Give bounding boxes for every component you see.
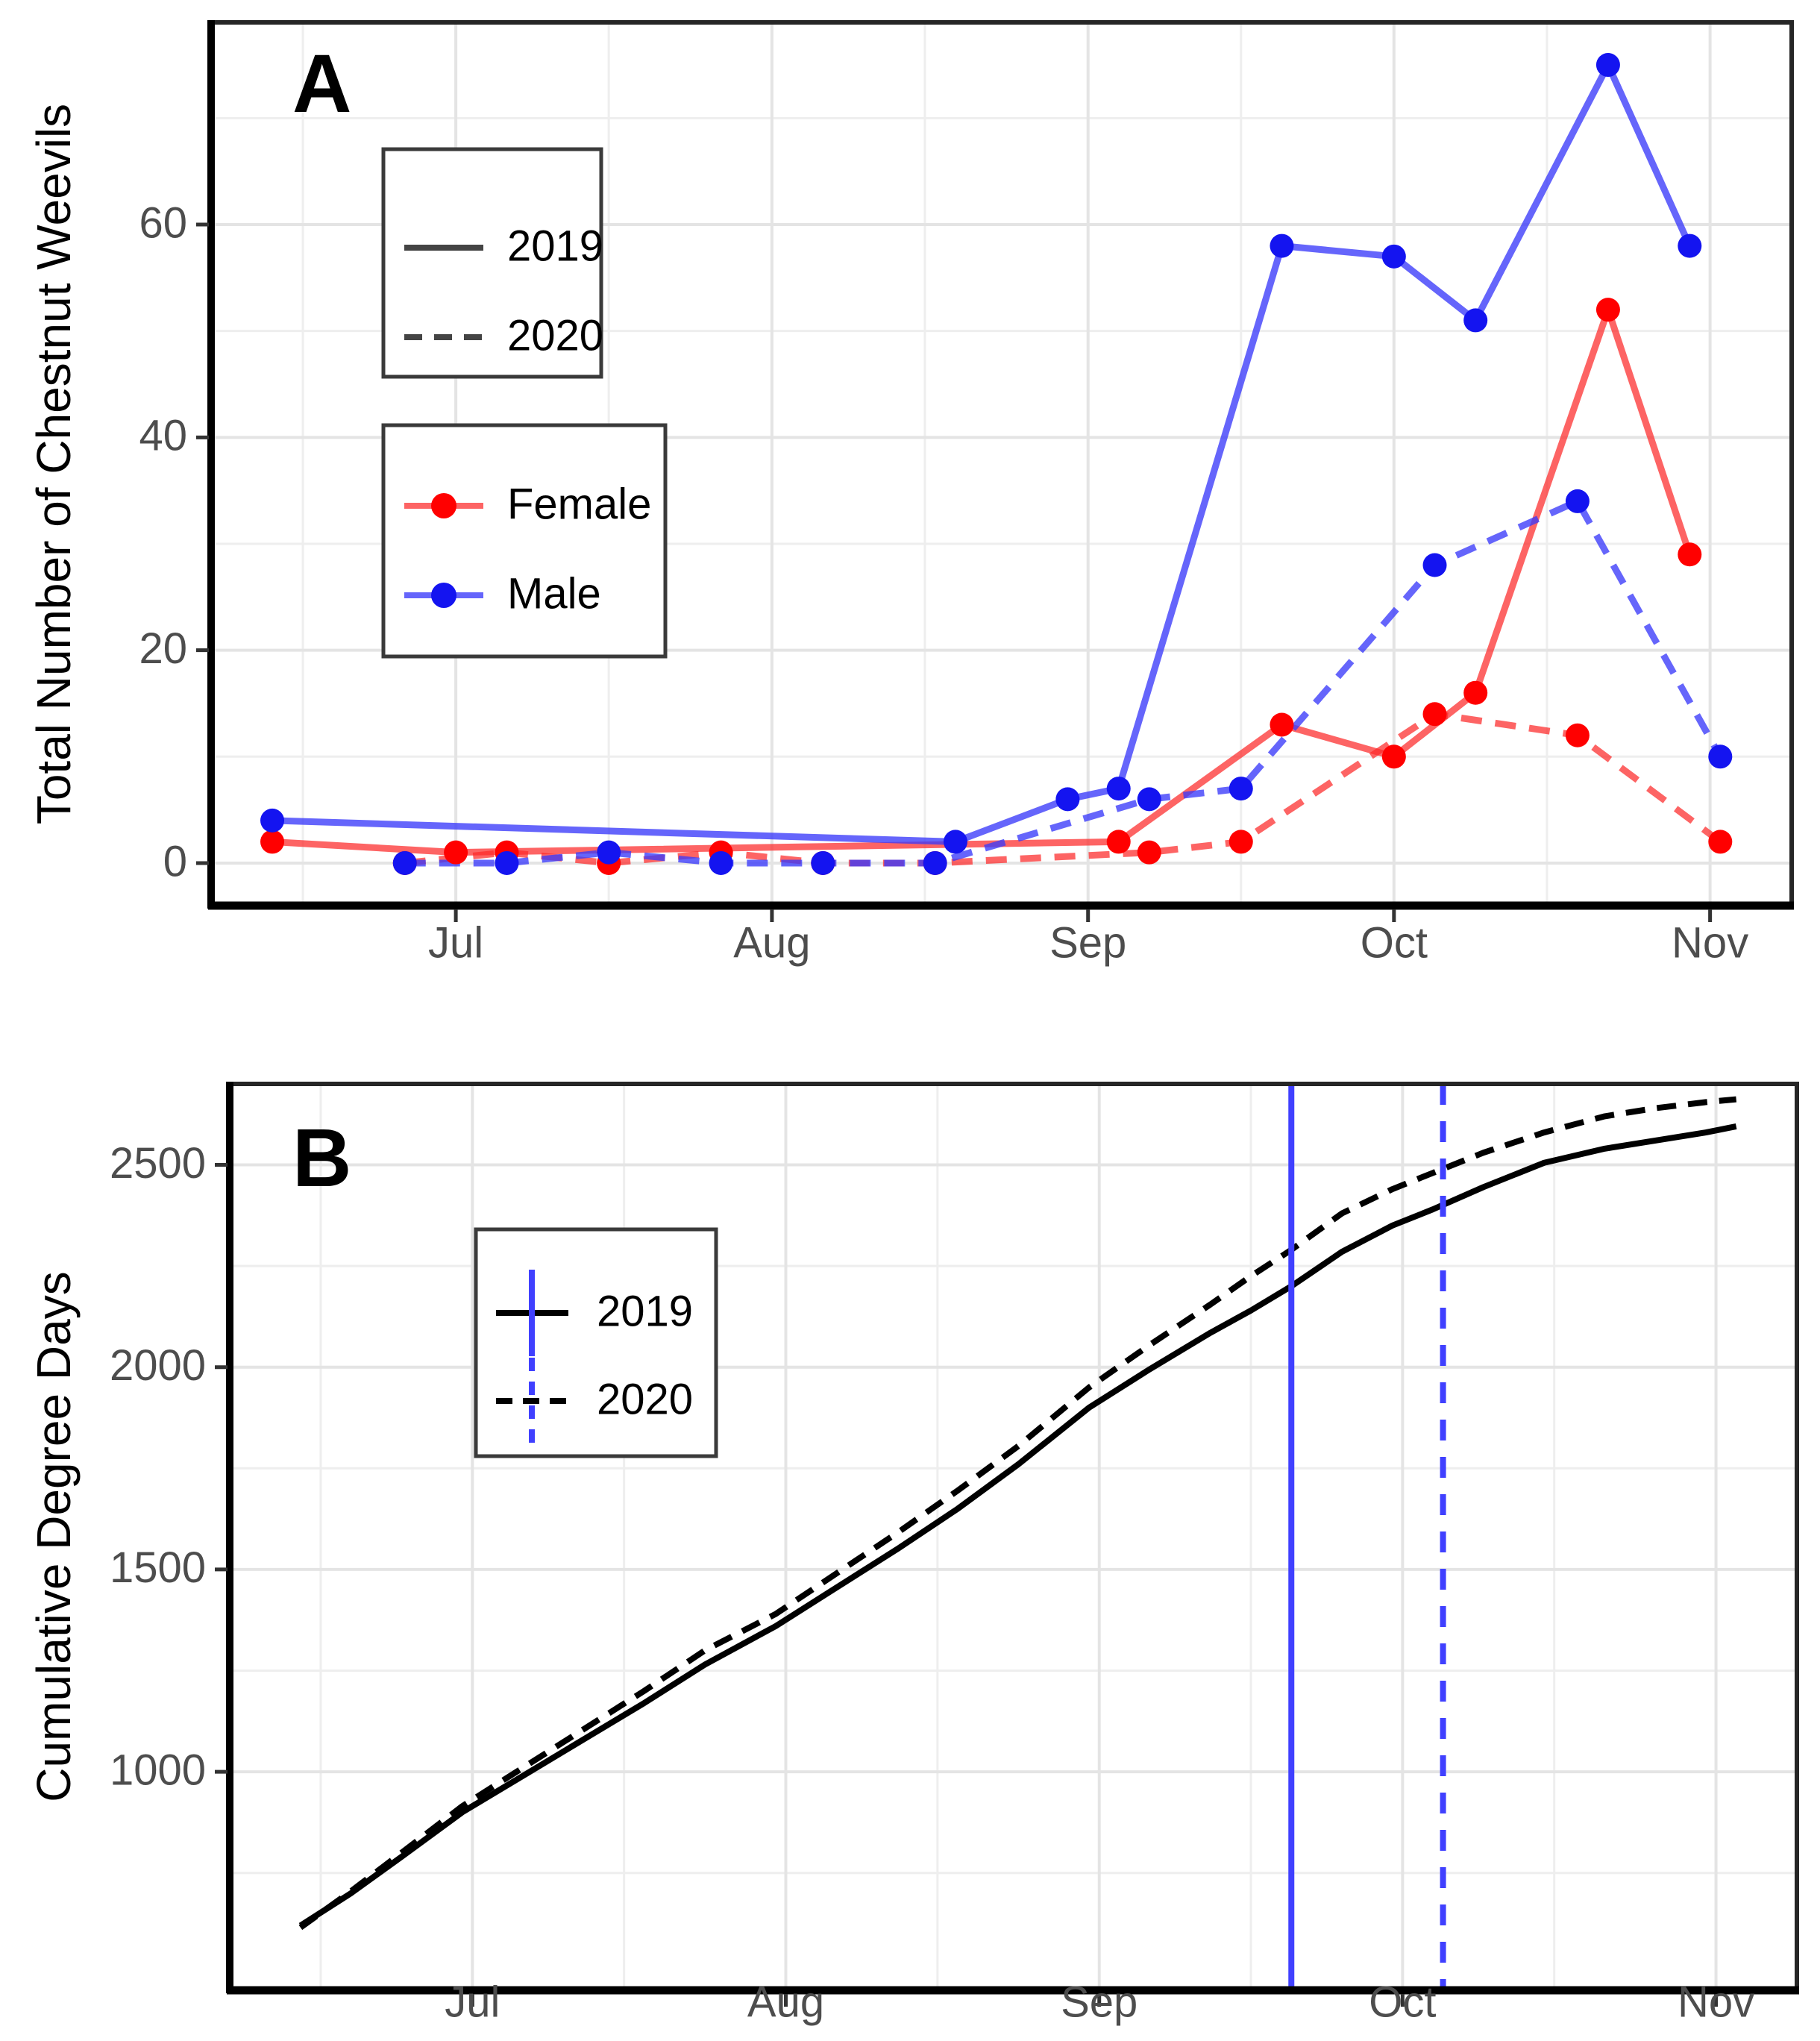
panel-b-y-axis-title: Cumulative Degree Days	[27, 1271, 81, 1802]
panel-a-point-female-2019	[1595, 298, 1620, 322]
panel-b-legend-label: 2020	[597, 1375, 693, 1423]
panel-a-point-male-2020	[1565, 489, 1590, 513]
panel-a-y-axis-title: Total Number of Chestnut Weevils	[27, 103, 81, 825]
panel-a-point-male-2019	[943, 830, 967, 854]
panel-b-x-tick-label: Oct	[1369, 1978, 1436, 2026]
panel-b-x-tick-label: Sep	[1061, 1978, 1138, 2026]
panel-a-point-male-2019	[1595, 53, 1620, 78]
panel-a-sex-legend-box	[381, 423, 668, 659]
panel-a-point-female-2019	[444, 840, 468, 865]
panel-b-legend-label: 2019	[597, 1287, 693, 1335]
panel-a-point-male-2019	[1055, 787, 1080, 812]
panel-a-point-female-2020	[1422, 702, 1447, 727]
panel-a-y-tick-label: 0	[163, 837, 187, 885]
panel-a-point-female-2019	[1106, 830, 1131, 854]
panel-b-legend-box	[474, 1227, 718, 1458]
panel-b-y-tick-label: 2500	[110, 1139, 206, 1188]
panel-a-sex-legend-label: Female	[507, 480, 651, 528]
panel-a-point-male-2020	[392, 850, 417, 875]
panel-a-point-male-2020	[1708, 744, 1733, 769]
panel-a-point-male-2020	[1422, 553, 1447, 577]
panel-b-y-tick-label: 1000	[110, 1746, 206, 1794]
panel-a-x-tick-label: Nov	[1672, 918, 1748, 967]
panel-a-point-female-2019	[1678, 542, 1702, 567]
panel-a-letter: A	[292, 38, 352, 130]
panel-a-year-legend-label: 2020	[507, 311, 603, 360]
panel-a-y-tick-label: 40	[139, 412, 187, 460]
panel-a-point-female-2019	[1381, 744, 1406, 769]
panel-a-x-tick-label: Oct	[1361, 918, 1428, 967]
panel-b-x-tick-label: Aug	[747, 1978, 824, 2026]
panel-a-point-male-2020	[1228, 777, 1253, 801]
panel-a-sex-key-point-Male	[431, 583, 456, 608]
panel-a-sex-legend-label: Male	[507, 569, 601, 618]
panel-b-y-tick-label: 1500	[110, 1543, 206, 1592]
panel-a-point-female-2020	[1708, 830, 1733, 854]
panel-b-x-tick-label: Jul	[445, 1978, 500, 2026]
panel-a-point-male-2020	[495, 850, 519, 875]
panel-a-y-tick-label: 60	[139, 198, 187, 247]
panel-b-x-tick-label: Nov	[1678, 1978, 1754, 2026]
panel-a-point-female-2020	[1137, 840, 1161, 865]
panel-a-point-female-2020	[1228, 830, 1253, 854]
panel-a-year-legend-label: 2019	[507, 222, 603, 270]
panel-b-background	[230, 1084, 1797, 1990]
panel-a-point-male-2019	[1381, 244, 1406, 269]
panel-b-y-tick-label: 2000	[110, 1341, 206, 1390]
panel-a-point-male-2020	[1137, 787, 1161, 812]
panel-a-point-male-2020	[597, 840, 621, 865]
panel-a-x-tick-label: Sep	[1049, 918, 1126, 967]
panel-a-point-male-2019	[1463, 308, 1488, 333]
panel-a-point-male-2020	[709, 850, 733, 875]
panel-a-point-male-2020	[811, 850, 835, 875]
panel-a-line-female-2019	[272, 306, 1693, 856]
panel-a-point-male-2020	[923, 850, 947, 875]
panel-a-point-male-2019	[1270, 233, 1294, 258]
panel-a-x-tick-label: Aug	[733, 918, 810, 967]
panel-a-point-male-2019	[1678, 233, 1702, 258]
panel-a-point-female-2019	[1463, 680, 1488, 705]
panel-a-y-tick-label: 20	[139, 624, 187, 673]
panel-a-sex-key-point-Female	[431, 493, 456, 518]
panel-b-line-2019	[298, 1123, 1737, 1928]
panel-a-point-female-2019	[1270, 712, 1294, 737]
panel-a-x-tick-label: Jul	[428, 918, 483, 967]
panel-a-point-female-2019	[260, 830, 285, 854]
panel-a-point-male-2019	[1106, 777, 1131, 801]
panel-b-letter: B	[292, 1112, 352, 1204]
panel-b-line-2020	[298, 1096, 1737, 1931]
panel-a-point-female-2020	[1565, 723, 1590, 747]
panel-a-point-male-2019	[260, 808, 285, 833]
